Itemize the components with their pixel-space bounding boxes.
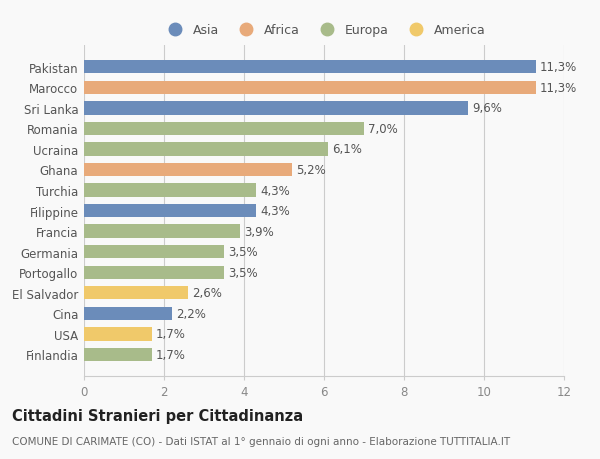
Text: 1,7%: 1,7% <box>156 328 186 341</box>
Text: 9,6%: 9,6% <box>472 102 502 115</box>
Bar <box>84 348 152 361</box>
Text: 3,9%: 3,9% <box>244 225 274 238</box>
Text: 3,5%: 3,5% <box>228 266 257 279</box>
Bar <box>84 143 328 156</box>
Text: 2,6%: 2,6% <box>192 287 222 300</box>
Bar <box>84 102 468 115</box>
Bar <box>84 204 256 218</box>
Text: 1,7%: 1,7% <box>156 348 186 361</box>
Bar <box>84 81 536 95</box>
Bar <box>84 163 292 177</box>
Bar <box>84 225 240 238</box>
Bar <box>84 246 224 259</box>
Text: Cittadini Stranieri per Cittadinanza: Cittadini Stranieri per Cittadinanza <box>12 409 303 424</box>
Text: COMUNE DI CARIMATE (CO) - Dati ISTAT al 1° gennaio di ogni anno - Elaborazione T: COMUNE DI CARIMATE (CO) - Dati ISTAT al … <box>12 436 510 446</box>
Text: 11,3%: 11,3% <box>540 61 577 74</box>
Text: 3,5%: 3,5% <box>228 246 257 258</box>
Text: 5,2%: 5,2% <box>296 164 326 177</box>
Bar <box>84 307 172 320</box>
Text: 7,0%: 7,0% <box>368 123 398 135</box>
Text: 4,3%: 4,3% <box>260 184 290 197</box>
Text: 4,3%: 4,3% <box>260 205 290 218</box>
Legend: Asia, Africa, Europa, America: Asia, Africa, Europa, America <box>158 19 490 42</box>
Text: 2,2%: 2,2% <box>176 307 206 320</box>
Bar <box>84 286 188 300</box>
Bar <box>84 61 536 74</box>
Text: 6,1%: 6,1% <box>332 143 362 156</box>
Text: 11,3%: 11,3% <box>540 82 577 95</box>
Bar <box>84 123 364 136</box>
Bar <box>84 266 224 280</box>
Bar <box>84 328 152 341</box>
Bar <box>84 184 256 197</box>
